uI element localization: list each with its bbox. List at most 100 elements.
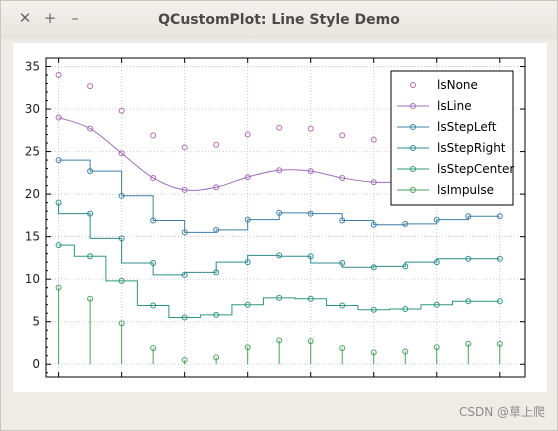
data-point (402, 348, 409, 355)
data-point (307, 168, 314, 175)
data-point (150, 174, 157, 181)
data-point (307, 295, 314, 302)
data-point (118, 277, 125, 284)
data-point (433, 301, 440, 308)
y-tick-label: 10 (25, 272, 40, 286)
data-point (118, 107, 125, 114)
data-point (150, 345, 157, 352)
data-point (339, 217, 346, 224)
data-point (118, 150, 125, 157)
y-tick-label: 20 (25, 187, 40, 201)
data-point (465, 340, 472, 347)
y-tick-label: 5 (32, 315, 40, 329)
data-point (370, 136, 377, 143)
data-point (244, 216, 251, 223)
data-point (339, 345, 346, 352)
data-point (402, 220, 409, 227)
close-icon[interactable]: ✕ (18, 9, 32, 27)
data-point (276, 167, 283, 174)
maximize-icon[interactable]: + (43, 9, 57, 27)
data-point (181, 144, 188, 151)
line-style-chart[interactable]: 0 5 10 15 20 25 30 35 lsNone lsLine lsStepLeft lsSt… (13, 43, 547, 392)
data-point (339, 132, 346, 139)
legend-entry: lsNone (437, 78, 478, 92)
data-point (150, 260, 157, 267)
data-point (402, 263, 409, 270)
y-tick-label: 30 (25, 102, 40, 116)
legend-swatch-marker (410, 124, 416, 130)
watermark: CSDN @草上爬 (458, 405, 545, 419)
data-point (55, 157, 62, 164)
legend: lsNone lsLine lsStepLeft lsStepRight lsStepC… (390, 70, 514, 206)
legend-entry: lsStepLeft (437, 120, 497, 134)
window-title: QCustomPlot: Line Style Demo (158, 12, 400, 28)
data-point (496, 298, 503, 305)
data-point (87, 83, 94, 90)
data-point (181, 271, 188, 278)
data-point (213, 269, 220, 276)
y-tick-label: 35 (25, 60, 40, 74)
data-point (339, 302, 346, 309)
data-point (370, 179, 377, 186)
legend-swatch-marker (410, 82, 416, 88)
data-point (213, 311, 220, 318)
series-lsStepCenter (55, 242, 503, 321)
data-point (55, 114, 62, 121)
series-lsStepLeft (55, 157, 503, 236)
data-point (55, 199, 62, 206)
data-point (276, 124, 283, 131)
data-point (433, 259, 440, 266)
data-point (465, 255, 472, 262)
data-point (276, 294, 283, 301)
data-point (87, 125, 94, 132)
data-point (55, 72, 62, 79)
legend-entry: lsStepRight (437, 141, 506, 155)
data-point (465, 213, 472, 220)
data-point (87, 168, 94, 175)
data-point (433, 216, 440, 223)
data-point (181, 356, 188, 363)
data-point (339, 260, 346, 267)
data-point (339, 174, 346, 181)
data-point (276, 209, 283, 216)
data-point (370, 221, 377, 228)
data-point (370, 306, 377, 313)
data-point (244, 259, 251, 266)
data-point (55, 284, 62, 291)
series-lsImpulse (55, 284, 503, 365)
data-point (181, 314, 188, 321)
data-point (150, 132, 157, 139)
legend-swatch-marker (410, 187, 416, 193)
data-point (118, 235, 125, 242)
data-point (244, 301, 251, 308)
data-point (402, 305, 409, 312)
legend-box (390, 70, 514, 206)
data-point (118, 320, 125, 327)
data-point (465, 298, 472, 305)
title-bar: ✕ + – QCustomPlot: Line Style Demo (1, 1, 557, 39)
legend-entry: lsStepCenter (437, 162, 514, 176)
data-point (181, 229, 188, 236)
data-point (213, 184, 220, 191)
legend-swatch-marker (410, 103, 416, 109)
data-point (496, 340, 503, 347)
data-point (276, 337, 283, 344)
minimize-icon[interactable]: – (71, 9, 79, 27)
data-point (496, 213, 503, 220)
data-point (150, 217, 157, 224)
legend-swatch-marker (410, 166, 416, 172)
axis-rect (45, 57, 526, 378)
plot-area[interactable]: 0 5 10 15 20 25 30 35 lsNone lsLine lsStepLeft lsSt… (13, 43, 547, 392)
data-point (307, 125, 314, 132)
data-point (496, 255, 503, 262)
data-point (307, 210, 314, 217)
series-line (58, 287, 501, 365)
data-point (307, 338, 314, 345)
data-point (213, 354, 220, 361)
legend-entry: lsImpulse (437, 183, 494, 197)
data-point (118, 192, 125, 199)
legend-swatch-marker (410, 145, 416, 151)
data-point (87, 210, 94, 217)
data-point (150, 302, 157, 309)
